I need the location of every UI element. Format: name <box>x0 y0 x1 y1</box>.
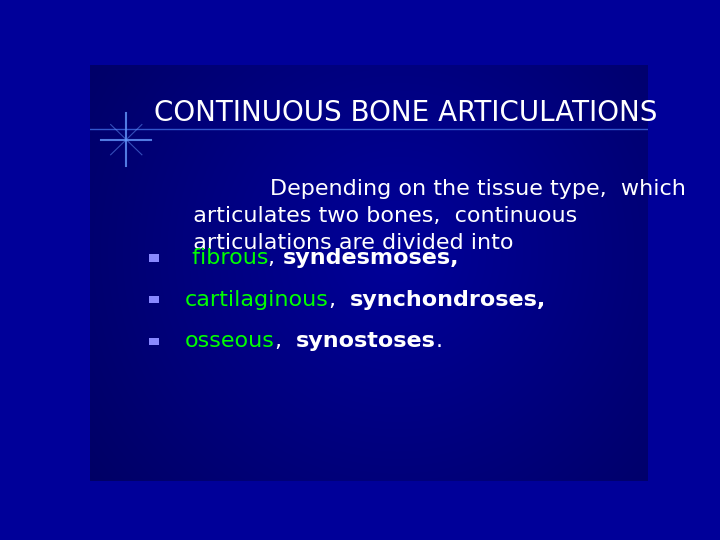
Bar <box>149 338 159 345</box>
Text: osseous: osseous <box>185 332 275 352</box>
Text: articulations are divided into: articulations are divided into <box>179 233 514 253</box>
Text: syndesmoses,: syndesmoses, <box>282 248 459 268</box>
Text: CONTINUOUS BONE ARTICULATIONS: CONTINUOUS BONE ARTICULATIONS <box>154 99 657 126</box>
Text: Depending on the tissue type,  which: Depending on the tissue type, which <box>213 179 685 199</box>
Bar <box>149 254 159 262</box>
Text: ,: , <box>275 332 296 352</box>
Text: ,: , <box>269 248 282 268</box>
Text: cartilaginous: cartilaginous <box>185 290 329 310</box>
Text: ,: , <box>329 290 350 310</box>
Text: .: . <box>436 332 443 352</box>
Text: articulates two bones,  continuous: articulates two bones, continuous <box>179 206 577 226</box>
Text: synostoses: synostoses <box>296 332 436 352</box>
Text: synchondroses,: synchondroses, <box>350 290 546 310</box>
Bar <box>149 296 159 303</box>
Text: fibrous: fibrous <box>185 248 269 268</box>
